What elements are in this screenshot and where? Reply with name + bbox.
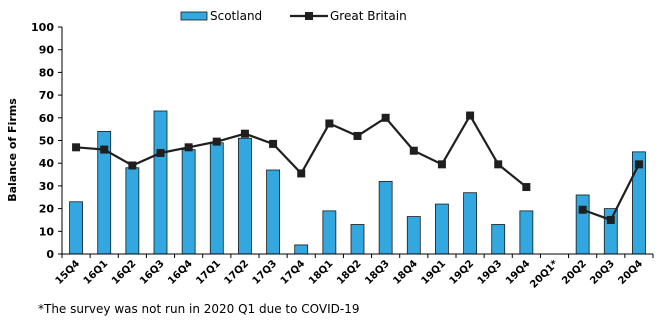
y-tick-label: 30 — [39, 180, 55, 193]
y-tick-label: 80 — [39, 66, 55, 79]
x-tick-label: 20Q2 — [560, 258, 589, 287]
x-tick-label: 20Q1* — [528, 258, 561, 291]
y-tick-label: 60 — [39, 112, 55, 125]
great-britain-point — [269, 139, 278, 148]
x-tick-label: 17Q3 — [251, 258, 280, 287]
great-britain-point — [578, 205, 587, 214]
great-britain-point — [72, 143, 81, 152]
great-britain-point — [100, 145, 109, 154]
great-britain-point — [494, 160, 503, 169]
legend-label-great-britain: Great Britain — [330, 9, 407, 23]
y-tick-label: 20 — [39, 203, 55, 216]
x-tick-label: 15Q4 — [54, 258, 83, 287]
scotland-bar — [209, 142, 224, 255]
x-axis-ticks: 15Q4 16Q1 16Q2 16Q3 16Q4 17Q1 17Q2 17Q3 17Q4 18Q1… — [54, 254, 654, 291]
x-tick-label: 18Q3 — [363, 258, 392, 287]
great-britain-point — [409, 146, 418, 155]
great-britain-point — [437, 160, 446, 169]
scotland-bar — [406, 216, 421, 255]
y-tick-label: 10 — [39, 225, 55, 238]
great-britain-point — [184, 143, 193, 152]
y-axis-label: Balance of Firms — [6, 98, 19, 202]
great-britain-point — [325, 119, 334, 128]
great-britain-point — [606, 215, 615, 224]
y-axis-ticks: 0 10 20 30 40 50 60 70 80 90 100 — [31, 21, 62, 261]
scotland-bar — [378, 180, 393, 255]
scotland-bar — [463, 192, 477, 255]
scotland-bar — [153, 110, 168, 255]
legend: Scotland Great Britain — [180, 9, 407, 23]
y-tick-label: 100 — [31, 21, 54, 34]
x-tick-label: 19Q3 — [476, 258, 505, 287]
legend-label-scotland: Scotland — [210, 9, 262, 23]
x-tick-label: 16Q1 — [82, 258, 111, 287]
great-britain-point — [466, 111, 475, 120]
x-tick-label: 16Q2 — [110, 258, 139, 287]
great-britain-line — [72, 111, 643, 224]
x-tick-label: 18Q2 — [335, 258, 364, 287]
scotland-bar — [266, 169, 280, 255]
footnote: *The survey was not run in 2020 Q1 due t… — [38, 302, 360, 316]
scotland-bar — [603, 208, 618, 255]
y-tick-label: 0 — [46, 248, 54, 261]
x-tick-label: 17Q1 — [194, 258, 223, 287]
legend-marker-great-britain — [305, 12, 313, 20]
great-britain-point — [381, 113, 390, 122]
scotland-bar — [350, 224, 365, 255]
great-britain-point — [297, 169, 306, 178]
great-britain-point — [522, 183, 531, 192]
scotland-bar — [125, 167, 140, 255]
x-tick-label: 17Q2 — [223, 258, 252, 287]
great-britain-point — [212, 137, 221, 146]
legend-swatch-scotland — [180, 11, 208, 21]
great-britain-point — [128, 161, 137, 170]
great-britain-point — [240, 129, 249, 138]
x-tick-label: 16Q3 — [138, 258, 167, 287]
scotland-bar — [435, 203, 449, 255]
scotland-bar — [322, 210, 337, 255]
great-britain-point — [353, 131, 362, 140]
scotland-bar — [69, 201, 83, 255]
scotland-bar — [181, 149, 196, 255]
scotland-bar — [294, 244, 309, 255]
axes — [61, 27, 653, 255]
great-britain-point — [634, 160, 643, 169]
x-tick-label: 20Q4 — [617, 258, 646, 287]
y-tick-label: 90 — [39, 44, 55, 57]
y-tick-label: 70 — [39, 89, 55, 102]
x-tick-label: 16Q4 — [166, 258, 195, 287]
x-tick-label: 20Q3 — [588, 258, 617, 287]
y-tick-label: 40 — [39, 157, 55, 170]
scotland-bar — [519, 210, 534, 255]
scotland-bar — [238, 137, 252, 255]
x-tick-label: 19Q1 — [420, 258, 449, 287]
x-tick-label: 17Q4 — [279, 258, 308, 287]
scotland-bar — [491, 224, 506, 255]
x-tick-label: 19Q2 — [448, 258, 477, 287]
y-tick-label: 50 — [39, 135, 55, 148]
x-tick-label: 18Q4 — [391, 258, 420, 287]
great-britain-point — [156, 148, 165, 157]
scotland-bar — [575, 194, 590, 255]
x-tick-label: 18Q1 — [307, 258, 336, 287]
